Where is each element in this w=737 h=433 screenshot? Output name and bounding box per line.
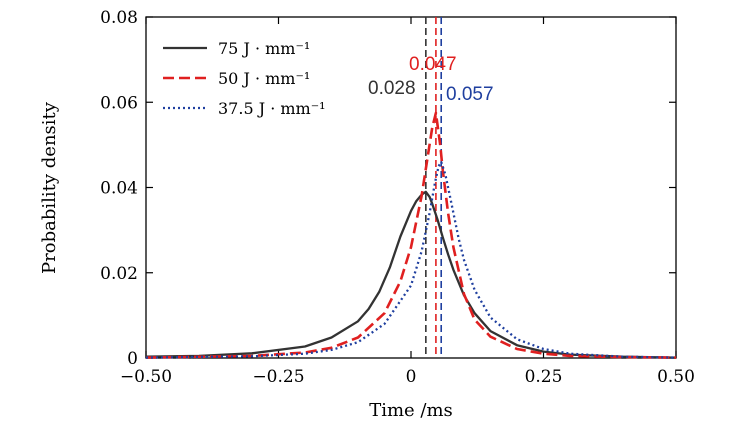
x-tick-label: −0.25 [252,367,304,387]
y-tick-label: 0.08 [100,8,138,28]
x-tick-label: −0.50 [120,367,172,387]
legend-label: 75 J · mm⁻¹ [218,39,310,58]
axes: −0.50 −0.25 0 0.25 0.50 0 0.02 0.04 0.06 0.08 [100,8,695,387]
peak-label: 0.028 [368,78,416,99]
series-lines [145,111,677,359]
y-tick-label: 0 [127,349,138,369]
series-line [145,160,677,359]
series-line [145,190,677,359]
x-tick-label: 0.25 [525,367,563,387]
y-tick-label: 0.02 [100,264,138,284]
series-line [145,111,677,359]
x-tick-label: 0 [406,367,417,387]
x-tick-label: 0.50 [657,367,695,387]
legend: 75 J · mm⁻¹ 50 J · mm⁻¹ 37.5 J · mm⁻¹ [163,39,326,118]
peak-label: 0.047 [409,54,457,75]
peak-label: 0.057 [446,84,494,105]
peak-markers: 0.028 0.047 0.057 [368,17,494,358]
legend-label: 50 J · mm⁻¹ [218,69,310,88]
x-axis-title: Time /ms [369,400,453,421]
y-tick-label: 0.06 [100,93,138,113]
y-axis-title: Probability density [39,101,60,274]
y-tick-label: 0.04 [100,179,138,199]
legend-label: 37.5 J · mm⁻¹ [218,99,326,118]
